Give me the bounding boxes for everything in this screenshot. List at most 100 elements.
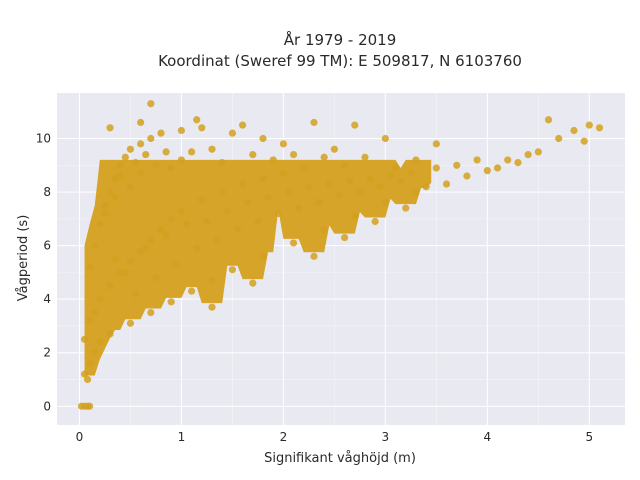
data-point: [310, 252, 318, 260]
data-point: [106, 282, 114, 290]
data-point: [274, 209, 282, 218]
x-tick-label: 5: [585, 430, 593, 444]
data-point: [346, 177, 354, 185]
data-point: [335, 191, 344, 199]
data-point: [152, 161, 160, 169]
data-point: [218, 159, 226, 167]
data-point: [147, 308, 155, 317]
chart-title-line-1: År 1979 - 2019: [284, 30, 397, 49]
tick-labels: 0 1 2 3 4 5 0 2 4 6 8 10: [36, 132, 593, 444]
data-point: [555, 134, 563, 143]
data-point: [137, 169, 145, 177]
data-point: [208, 145, 216, 153]
data-point: [504, 156, 512, 164]
data-point: [96, 338, 104, 346]
data-point: [213, 236, 221, 244]
data-point: [412, 156, 420, 164]
data-point: [412, 188, 420, 196]
data-point: [264, 193, 272, 202]
data-point: [422, 183, 430, 191]
data-point: [111, 255, 119, 263]
data-point: [580, 137, 588, 145]
data-point: [544, 116, 553, 124]
data-point: [351, 212, 359, 220]
data-point: [356, 188, 364, 196]
data-point: [228, 129, 236, 137]
data-point: [371, 217, 379, 226]
data-point: [351, 121, 359, 129]
data-point: [595, 124, 604, 132]
data-point: [137, 140, 145, 148]
data-point: [101, 201, 109, 210]
data-point: [407, 169, 415, 177]
data-point: [126, 319, 135, 327]
data-points: [77, 100, 604, 410]
data-point: [295, 204, 303, 212]
data-point: [198, 196, 206, 204]
data-point: [121, 268, 129, 276]
data-point: [570, 126, 578, 135]
data-point: [131, 159, 140, 167]
data-point: [585, 121, 593, 129]
y-tick-label: 6: [43, 239, 51, 253]
data-point: [198, 124, 206, 132]
data-point: [269, 156, 277, 164]
data-point: [147, 100, 155, 108]
data-point: [116, 268, 124, 276]
data-point: [284, 188, 293, 196]
data-point: [193, 116, 201, 124]
data-point: [340, 233, 349, 242]
data-point: [463, 172, 471, 180]
data-point: [188, 148, 196, 156]
data-point: [177, 156, 186, 164]
data-point: [453, 161, 461, 169]
y-axis-title: Vågperiod (s): [16, 215, 31, 302]
data-point: [233, 225, 242, 234]
data-point: [182, 220, 191, 228]
data-point: [228, 266, 236, 274]
data-point: [320, 153, 328, 161]
data-point: [218, 188, 226, 196]
data-point: [157, 129, 165, 137]
data-point: [126, 145, 135, 153]
data-point: [86, 263, 94, 271]
data-point: [381, 134, 389, 143]
data-point: [244, 199, 252, 207]
data-point: [325, 180, 333, 188]
data-point: [172, 260, 180, 268]
x-tick-label: 0: [76, 430, 84, 444]
data-point: [361, 153, 369, 161]
data-point: [91, 242, 99, 250]
x-axis-title: Signifikant våghöjd (m): [264, 451, 416, 466]
data-point: [96, 220, 104, 228]
x-tick-label: 2: [280, 430, 288, 444]
data-point: [177, 126, 186, 135]
data-point: [279, 140, 287, 148]
data-point: [249, 150, 257, 159]
y-tick-label: 0: [43, 399, 51, 413]
data-point: [310, 118, 318, 127]
point-cloud-density: [84, 159, 432, 376]
data-point: [83, 375, 92, 384]
data-point: [116, 172, 124, 180]
data-point: [289, 239, 298, 247]
data-point: [366, 175, 374, 183]
data-point: [259, 134, 267, 143]
y-tick-label: 4: [43, 292, 51, 306]
data-point: [142, 244, 150, 252]
data-point: [162, 148, 170, 156]
data-point: [96, 295, 104, 303]
data-point: [259, 252, 267, 260]
data-point: [126, 258, 135, 266]
data-point: [514, 159, 522, 167]
data-point: [91, 349, 99, 357]
data-point: [340, 161, 349, 169]
data-point: [305, 183, 313, 191]
data-point: [111, 193, 119, 202]
data-point: [188, 287, 196, 295]
data-point: [152, 274, 160, 282]
data-point: [381, 199, 389, 207]
data-point: [193, 244, 201, 252]
data-point: [106, 124, 114, 132]
